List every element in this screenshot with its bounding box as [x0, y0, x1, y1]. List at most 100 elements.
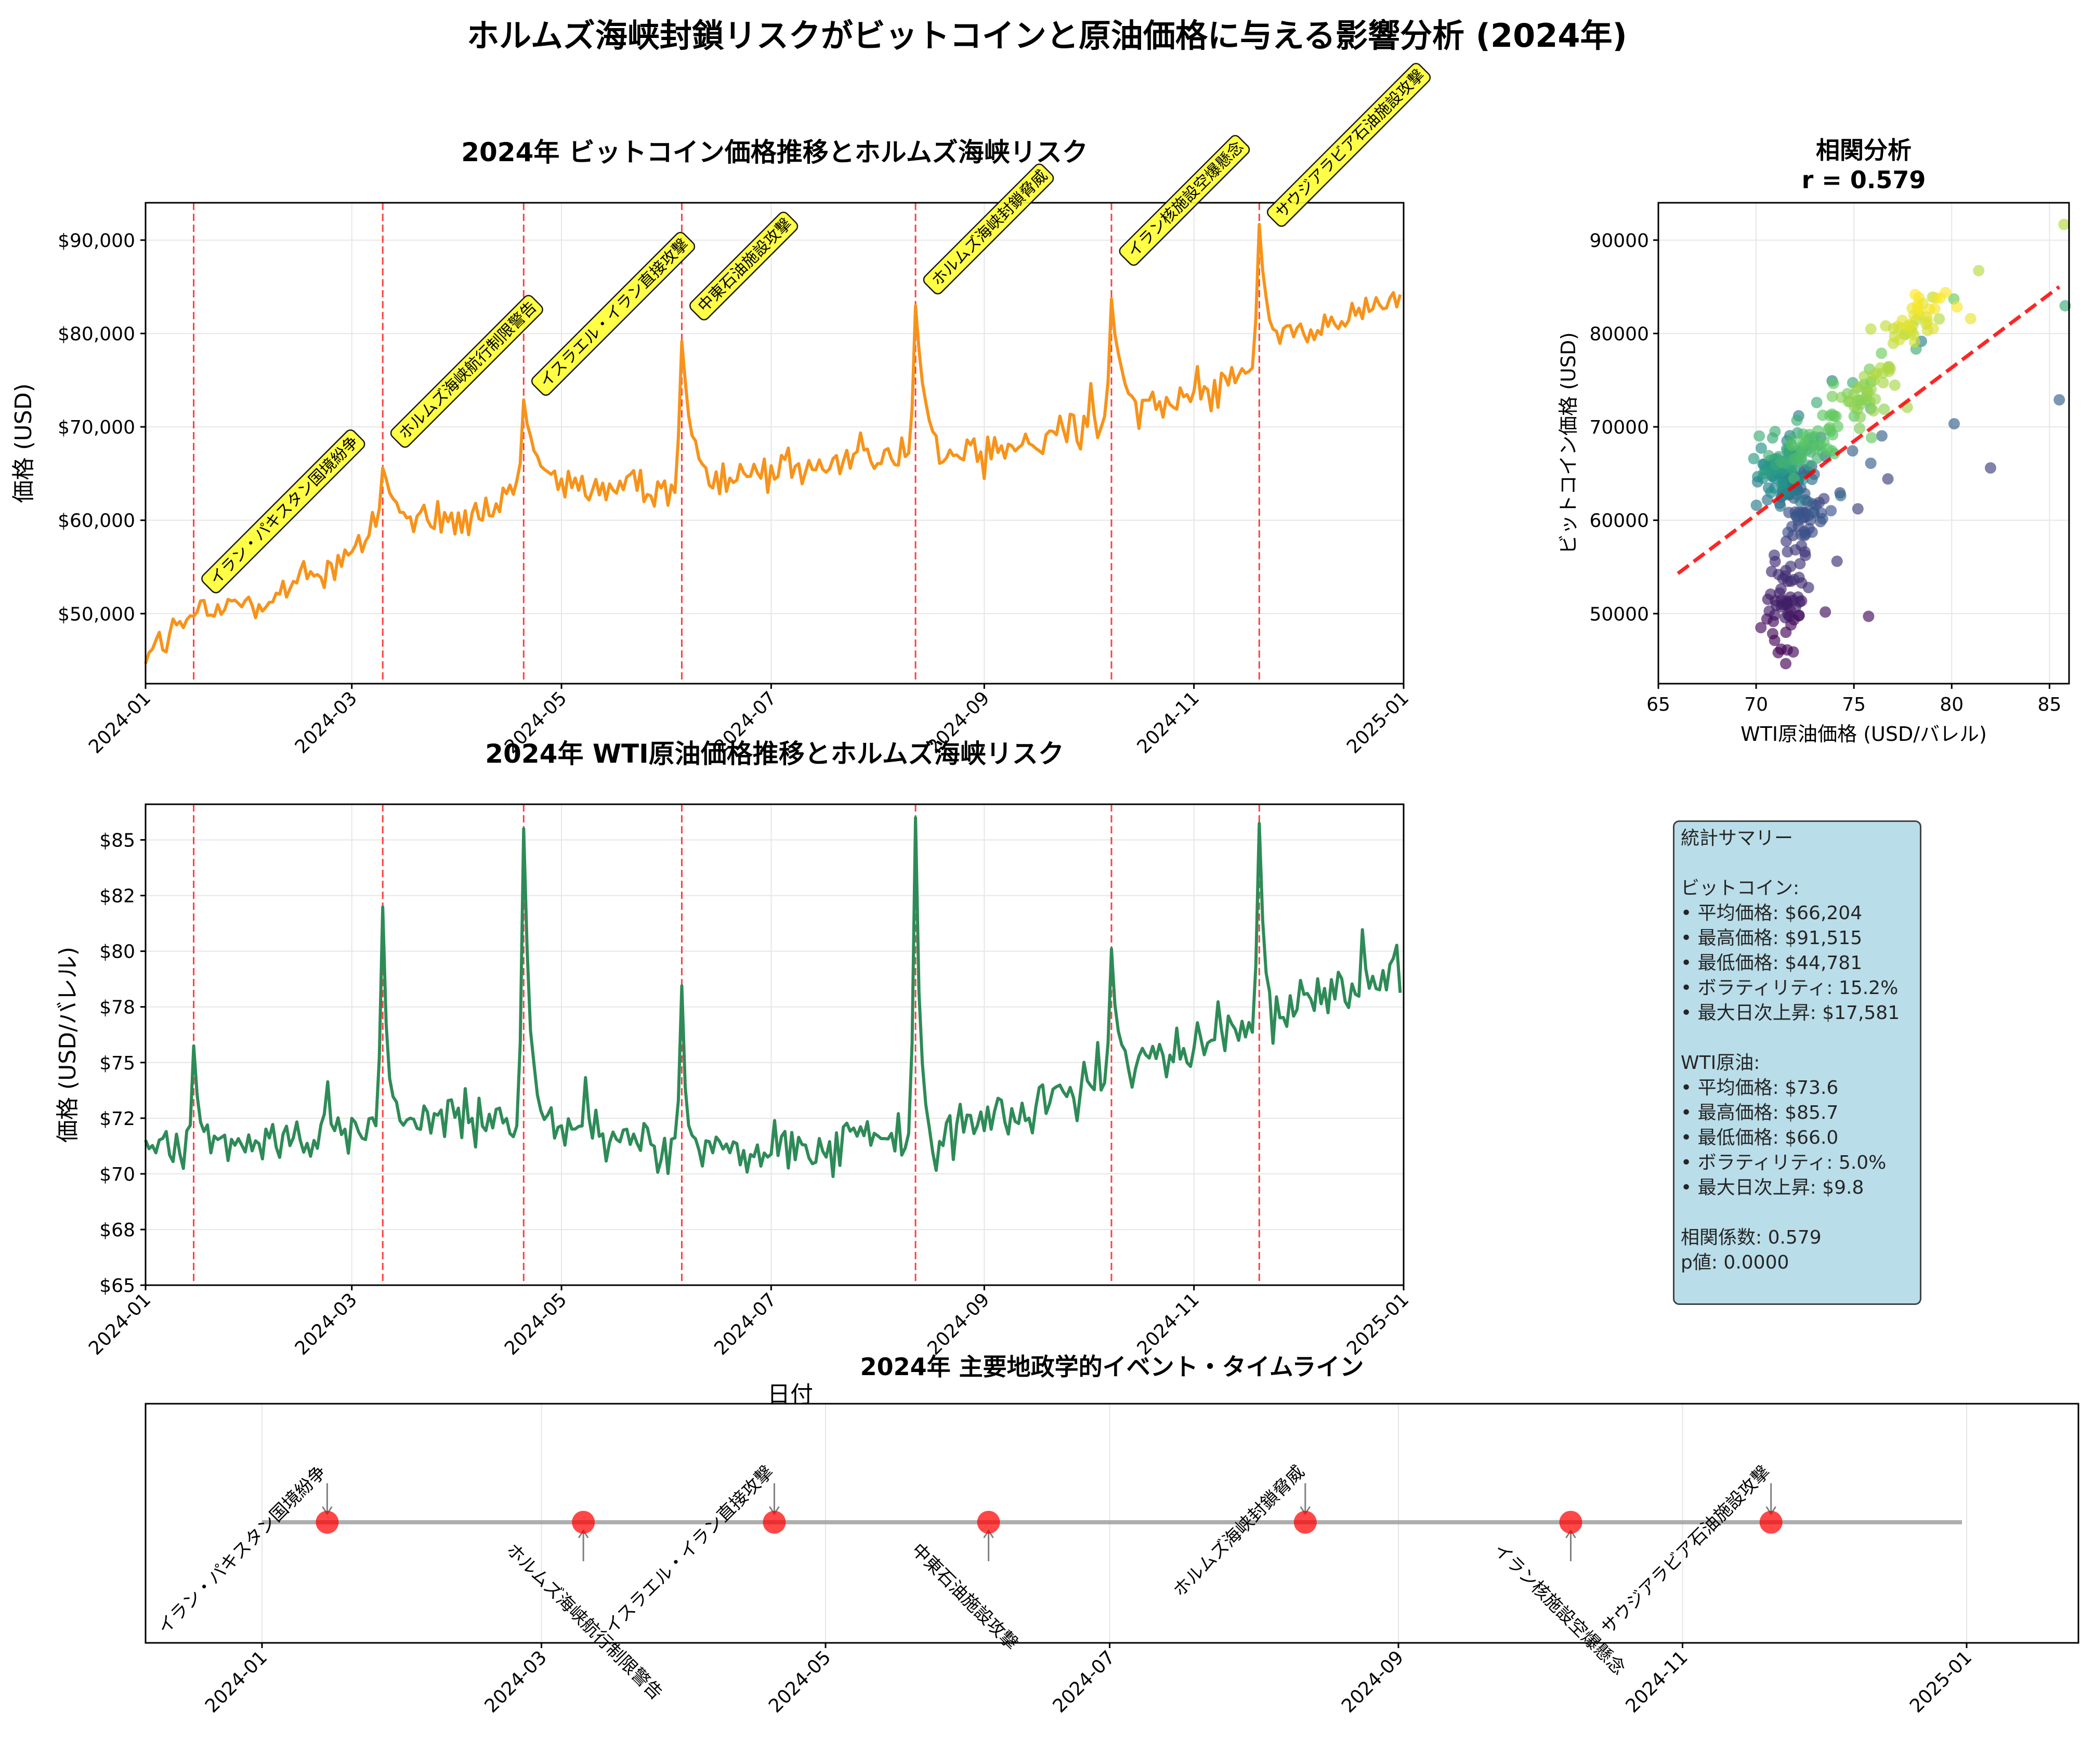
x-tick-label: 2024-01 [85, 687, 155, 757]
scatter-point [1803, 459, 1815, 471]
event-marker [1559, 1511, 1582, 1534]
annotation-label: イラン・パキスタン国境紛争 [206, 433, 362, 589]
scatter-point [1826, 390, 1838, 402]
stats-wti-volatility: • ボラティリティ: 5.0% [1681, 1152, 1887, 1173]
event-label: イスラエル・イラン直接攻撃 [601, 1461, 778, 1638]
page-title: ホルムズ海峡封鎖リスクがビットコインと原油価格に与える影響分析 (2024年) [467, 17, 1627, 55]
x-tick-label: 2024-11 [1133, 1289, 1203, 1359]
stats-btc-volatility: • ボラティリティ: 15.2% [1681, 977, 1899, 999]
scatter-point [1755, 442, 1767, 454]
scatter-point [1766, 628, 1778, 639]
scatter-point [1763, 450, 1775, 462]
scatter-point [1776, 478, 1788, 490]
event-marker [572, 1511, 595, 1534]
scatter-point [1758, 468, 1770, 480]
stats-btc-heading: ビットコイン: [1681, 878, 1800, 899]
annotation-box [689, 212, 799, 321]
scatter-point [2059, 300, 2071, 312]
scatter-point [1795, 529, 1807, 541]
scatter-point [1865, 323, 1877, 335]
axes-frame [145, 803, 1405, 1286]
scatter-point [1790, 510, 1802, 522]
y-tick-label: $80,000 [58, 323, 135, 345]
scatter-point [1877, 377, 1889, 389]
event-marker [1759, 1511, 1783, 1534]
scatter-point [1889, 379, 1901, 391]
scatter-point [1812, 425, 1824, 437]
scatter-point [1921, 316, 1933, 328]
event-annotation: イスラエル・イラン直接攻撃 [531, 232, 696, 396]
event-marker [316, 1511, 339, 1534]
series-line [144, 816, 1402, 1178]
scatter-point [1755, 622, 1767, 634]
x-tick-label: 70 [1744, 694, 1768, 715]
x-tick-label: 2024-05 [501, 1289, 571, 1359]
scatter-point [1933, 313, 1945, 325]
annotation-box [531, 232, 696, 396]
scatter-point [1835, 391, 1847, 403]
scatter-point [2058, 218, 2070, 230]
chart-title: 2024年 WTI原油価格推移とホルムズ海峡リスク [485, 739, 1064, 769]
stats-btc-min: • 最低価格: $44,781 [1681, 952, 1863, 974]
scatter-point [1984, 462, 1996, 474]
y-tick-label: 60000 [1589, 511, 1649, 532]
scatter-point [1912, 302, 1923, 314]
annotation-box [390, 295, 543, 448]
event-marker [1293, 1511, 1317, 1534]
stats-correlation: 相関係数: 0.579 [1681, 1227, 1822, 1248]
scatter-point [1788, 473, 1800, 485]
chart-title: 2024年 ビットコイン価格推移とホルムズ海峡リスク [461, 137, 1088, 167]
y-tick-label: $65 [99, 1275, 135, 1297]
scatter-point [1847, 445, 1859, 457]
x-tick-label: 2025-01 [1906, 1647, 1976, 1717]
scatter-point [1909, 289, 1921, 300]
scatter-point [1748, 453, 1760, 465]
x-tick-label: 85 [2037, 694, 2061, 715]
y-tick-label: $70 [99, 1164, 135, 1185]
scatter-point [1908, 336, 1920, 348]
stats-btc-max: • 最高価格: $91,515 [1681, 927, 1863, 949]
x-tick-label: 75 [1842, 694, 1866, 715]
scatter-point [1816, 513, 1828, 525]
scatter-point [1786, 439, 1798, 451]
scatter-point [1863, 610, 1875, 622]
scatter-point [1825, 505, 1837, 517]
event-marker [763, 1511, 786, 1534]
stats-wti-mean: • 平均価格: $73.6 [1681, 1077, 1839, 1099]
scatter-point [1753, 430, 1765, 442]
annotation-box [923, 163, 1054, 295]
scatter-point [1929, 303, 1941, 315]
y-tick-label: 90000 [1589, 230, 1649, 252]
scatter-point [1782, 596, 1794, 608]
scatter-point [1750, 499, 1762, 511]
scatter-point [1865, 384, 1877, 396]
y-axis-label: 価格 (USD/バレル) [55, 947, 81, 1143]
scatter-point [1844, 396, 1856, 408]
x-tick-label: 65 [1646, 694, 1670, 715]
scatter-point [1869, 393, 1881, 405]
x-tick-label: 2024-01 [85, 1289, 155, 1359]
scatter-point [1794, 558, 1806, 570]
scatter-point [1854, 423, 1866, 435]
x-tick-label: 80 [1940, 694, 1964, 715]
scatter-point [1788, 573, 1800, 585]
scatter-point [1852, 503, 1864, 515]
scatter-point [1775, 583, 1787, 595]
stats-wti-max-daily-rise: • 最大日次上昇: $9.8 [1681, 1177, 1864, 1198]
scatter-point [1867, 405, 1879, 417]
annotation-label: サウジアラビア石油施設攻撃 [1272, 66, 1429, 223]
stats-wti-min: • 最低価格: $66.0 [1681, 1127, 1839, 1148]
scatter-point [1763, 605, 1775, 617]
event-label: サウジアラビア石油施設攻撃 [1597, 1461, 1774, 1639]
scatter-point [1774, 500, 1786, 512]
stats-btc-max-daily-rise: • 最大日次上昇: $17,581 [1681, 1002, 1900, 1024]
stats-heading: 統計サマリー [1681, 828, 1794, 849]
scatter-point [1854, 411, 1866, 423]
scatter-point [1782, 527, 1794, 539]
x-tick-label: 2024-03 [291, 1289, 361, 1359]
y-axis-label: 価格 (USD) [10, 383, 37, 503]
x-tick-label: 2024-09 [923, 1289, 993, 1359]
scatter-point [1787, 646, 1799, 658]
scatter-point [1764, 588, 1776, 600]
